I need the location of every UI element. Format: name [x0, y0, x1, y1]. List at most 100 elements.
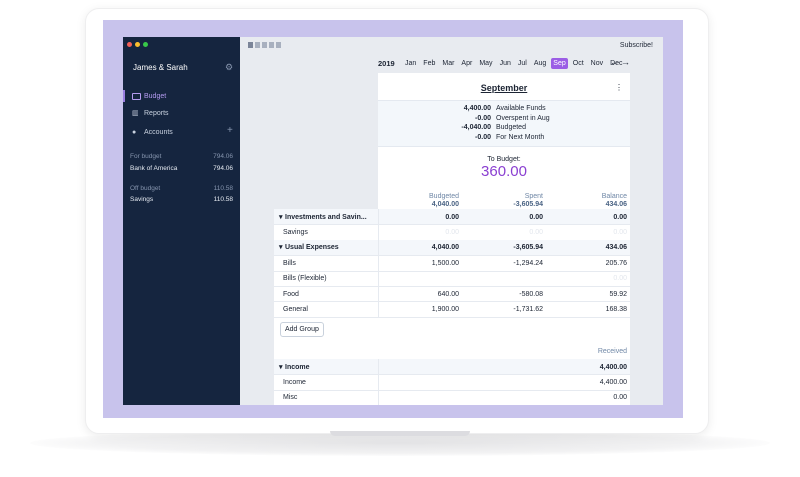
to-budget-label: To Budget: — [487, 156, 521, 163]
summary-label: Available Funds — [496, 105, 546, 112]
month[interactable]: Dec — [610, 60, 623, 67]
category-name[interactable]: Bills (Flexible) — [283, 275, 327, 283]
category-row — [274, 374, 630, 391]
group-name: ▾ — [279, 244, 283, 252]
toolbar-squares — [248, 42, 282, 48]
category-value[interactable]: 0.00 — [445, 228, 459, 236]
category-value: 205.76 — [605, 259, 627, 267]
summary-box — [378, 100, 630, 147]
add-group-button[interactable]: Add Group — [280, 321, 324, 337]
subscribe-link[interactable]: Subscribe! — [619, 42, 653, 49]
accounts-icon: ● — [132, 129, 137, 136]
category-value[interactable]: 640.00 — [437, 290, 459, 298]
month[interactable]: Jun — [499, 60, 511, 67]
summary-value: -4,040.00 — [461, 124, 491, 131]
group-row — [274, 359, 630, 376]
category-value: 168.38 — [605, 305, 627, 313]
group-row — [274, 209, 630, 226]
category-name[interactable]: Bills — [283, 259, 296, 267]
month-title: September — [480, 83, 528, 93]
card-menu[interactable]: ⋮ — [615, 83, 623, 92]
nav-reports[interactable]: Reports — [144, 110, 169, 117]
group-value: 0.00 — [445, 213, 459, 221]
add-account[interactable]: + — [227, 125, 233, 136]
sidebar — [123, 37, 240, 405]
category-value: 0.00 — [613, 275, 627, 283]
month[interactable]: Apr — [461, 60, 473, 67]
row-divider — [378, 359, 379, 375]
prev-month[interactable]: ← — [610, 57, 619, 67]
group-value: 4,040.00 — [431, 244, 459, 252]
nav-selected-bar — [123, 90, 125, 102]
column-total: 4,040.00 — [431, 201, 459, 208]
month[interactable]: Feb — [423, 60, 436, 67]
group-value: 4,400.00 — [599, 363, 627, 371]
account-name: For budget — [130, 153, 162, 160]
category-name[interactable]: Income — [283, 378, 306, 386]
next-month[interactable]: → — [621, 57, 630, 67]
account-name[interactable]: Bank of America — [130, 165, 178, 172]
group-name: ▾ — [279, 363, 283, 371]
month[interactable]: Nov — [590, 60, 604, 67]
category-value[interactable]: 1,500.00 — [431, 259, 459, 267]
category-value[interactable]: 1,900.00 — [431, 305, 459, 313]
summary-value: -0.00 — [475, 133, 491, 141]
category-value: 0.00 — [613, 228, 627, 236]
category-value: 0.00 — [613, 394, 627, 402]
column-total: -3,605.94 — [513, 201, 543, 208]
group-value: 0.00 — [613, 213, 627, 221]
month[interactable]: Jan — [405, 60, 417, 67]
category-value: -1,731.62 — [513, 305, 543, 313]
category-row — [274, 286, 630, 303]
month[interactable]: Aug — [533, 60, 547, 67]
account-balance: 794.06 — [213, 165, 233, 172]
row-divider — [378, 224, 379, 240]
nav-accounts[interactable]: Accounts — [144, 129, 173, 136]
category-value: 4,400.00 — [599, 378, 627, 386]
summary-value: -0.00 — [475, 114, 491, 122]
row-divider — [378, 270, 379, 286]
zoom-dot[interactable] — [143, 42, 148, 47]
category-value: -580.08 — [519, 290, 543, 298]
month[interactable]: Mar — [442, 60, 455, 67]
group-name[interactable]: Usual Expenses — [285, 244, 339, 252]
row-divider — [378, 286, 379, 302]
category-name[interactable]: General — [283, 305, 308, 313]
month[interactable]: Oct — [572, 60, 584, 67]
category-value: 0.00 — [529, 228, 543, 236]
column-total: 434.06 — [605, 201, 627, 208]
reports-icon: ▥ — [132, 110, 139, 117]
close-dot[interactable] — [127, 42, 132, 47]
row-divider — [378, 209, 379, 225]
account-balance: 110.58 — [213, 185, 233, 192]
summary-label: Overspent in Aug — [496, 114, 550, 122]
budget-name[interactable]: James & Sarah — [133, 63, 188, 72]
budget-icon — [132, 93, 141, 100]
group-name: ▾ — [279, 213, 283, 221]
settings-icon[interactable]: ⚙ — [225, 62, 234, 72]
account-balance: 794.06 — [213, 153, 233, 160]
group-name[interactable]: Investments and Savin... — [285, 213, 367, 221]
group-row — [274, 239, 630, 257]
category-name[interactable]: Misc — [283, 394, 298, 402]
group-name[interactable]: Income — [285, 363, 310, 371]
to-budget-amount: 360.00 — [481, 163, 527, 180]
category-name[interactable]: Food — [283, 290, 299, 298]
category-row — [274, 255, 630, 272]
account-name[interactable]: Savings — [130, 196, 154, 203]
month[interactable]: Jul — [517, 60, 527, 67]
row-divider — [378, 389, 379, 405]
category-value: -1,294.24 — [513, 259, 543, 267]
minimize-dot[interactable] — [135, 42, 140, 47]
year: 2019 — [378, 59, 395, 68]
row-divider — [378, 239, 379, 256]
nav-budget[interactable]: Budget — [144, 93, 167, 100]
category-name[interactable]: Savings — [283, 228, 308, 236]
month[interactable]: Sep — [551, 58, 568, 69]
column-label: Spent — [524, 193, 543, 200]
received-label: Received — [597, 348, 627, 355]
category-value: 59.92 — [609, 290, 627, 298]
month[interactable]: May — [479, 60, 493, 67]
column-label: Balance — [601, 193, 627, 200]
